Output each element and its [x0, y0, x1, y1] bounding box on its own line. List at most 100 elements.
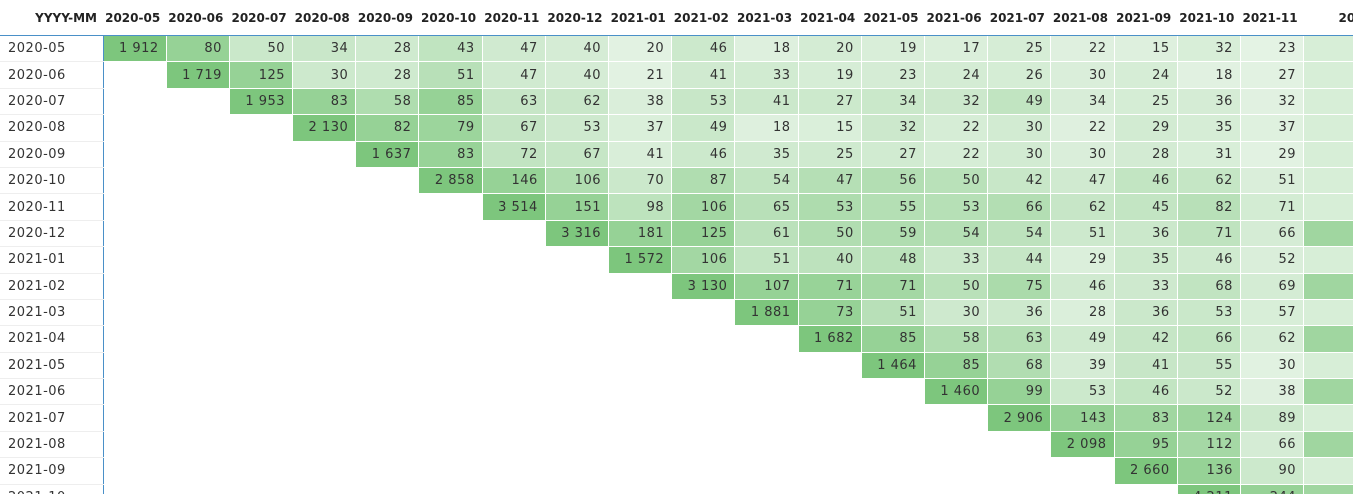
cut-cell	[1303, 457, 1353, 485]
empty-cell	[166, 193, 230, 221]
table-row: 2021-03 1 881 73 51 30 36 28 36 53 57	[0, 299, 1353, 327]
cut-cell	[1303, 88, 1353, 116]
empty-cell	[166, 220, 230, 248]
value-cell: 2 660	[1114, 457, 1178, 485]
empty-cell	[734, 484, 799, 494]
value-cell: 107	[734, 273, 799, 300]
value-cell: 41	[671, 61, 736, 89]
empty-cell	[229, 246, 294, 274]
value-cell: 146	[482, 167, 546, 195]
value-cell: 18	[734, 114, 799, 142]
value-cell: 45	[1114, 193, 1178, 221]
value-cell: 71	[798, 273, 862, 300]
value-cell: 1 637	[355, 141, 420, 168]
row-label: 2021-05	[0, 352, 104, 380]
value-cell: 41	[734, 88, 799, 116]
empty-cell	[229, 325, 294, 353]
value-cell: 15	[1114, 35, 1178, 63]
empty-cell	[166, 484, 230, 494]
value-cell: 46	[1177, 246, 1241, 274]
table-row: 2021-04 1 682 85 58 63 49 42 66 62	[0, 325, 1353, 353]
value-cell: 71	[1240, 193, 1305, 221]
empty-cell	[418, 404, 483, 432]
empty-cell	[418, 246, 483, 274]
cut-cell	[1303, 352, 1353, 380]
value-cell: 53	[1050, 378, 1115, 406]
empty-cell	[418, 431, 483, 459]
value-cell: 24	[1114, 61, 1178, 89]
value-cell: 46	[1114, 167, 1178, 195]
value-cell: 22	[1050, 35, 1115, 63]
empty-cell	[292, 273, 357, 300]
value-cell: 30	[292, 61, 357, 89]
value-cell: 90	[1240, 457, 1305, 485]
empty-cell	[292, 431, 357, 459]
empty-cell	[798, 457, 862, 485]
value-cell: 46	[1050, 273, 1115, 300]
value-cell: 25	[798, 141, 862, 168]
column-header: 2020-07	[229, 0, 293, 36]
cut-cell	[1303, 431, 1353, 459]
column-header: 2020-10	[418, 0, 483, 36]
empty-cell	[355, 193, 420, 221]
value-cell: 2 906	[987, 404, 1052, 432]
value-cell: 25	[987, 35, 1052, 63]
value-cell: 30	[1240, 352, 1305, 380]
empty-cell	[103, 457, 167, 485]
empty-cell	[418, 484, 483, 494]
empty-cell	[292, 299, 357, 327]
value-cell: 55	[1177, 352, 1241, 380]
table-row: 2021-07 2 906 143 83 124 89	[0, 404, 1353, 432]
row-label: 2020-06	[0, 61, 104, 89]
empty-cell	[103, 220, 167, 248]
empty-cell	[482, 404, 546, 432]
table-row: 2020-08 2 130 82 79 67 53 37 49 18 15 32 22 30 22 29 35…	[0, 114, 1353, 142]
empty-cell	[418, 378, 483, 406]
value-cell: 53	[545, 114, 610, 142]
value-cell: 33	[1114, 273, 1178, 300]
table-row: 2020-07 1 953 83 58 85 63 62 38 53 41 27 34 32 49 34 25…	[0, 88, 1353, 116]
value-cell: 73	[798, 299, 862, 327]
empty-cell	[229, 141, 294, 168]
value-cell: 28	[355, 61, 420, 89]
value-cell: 71	[1177, 220, 1241, 248]
value-cell: 40	[545, 61, 610, 89]
empty-cell	[166, 431, 230, 459]
empty-cell	[229, 457, 294, 485]
empty-cell	[355, 484, 420, 494]
value-cell: 66	[987, 193, 1052, 221]
row-label: 2020-10	[0, 167, 104, 195]
empty-cell	[418, 220, 483, 248]
empty-cell	[229, 378, 294, 406]
value-cell: 2 858	[418, 167, 483, 195]
value-cell: 49	[1050, 325, 1115, 353]
column-header: 2020-11	[482, 0, 546, 36]
value-cell: 58	[355, 88, 420, 116]
value-cell: 1 912	[103, 35, 167, 63]
value-cell: 36	[1114, 220, 1178, 248]
cut-cell	[1303, 378, 1353, 406]
value-cell: 181	[608, 220, 673, 248]
column-header: 2021-11	[1240, 0, 1304, 36]
value-cell: 30	[1050, 61, 1115, 89]
value-cell: 27	[798, 88, 862, 116]
value-cell: 49	[671, 114, 736, 142]
empty-cell	[166, 404, 230, 432]
table-row: 2020-12 3 316 181 125 61 50 59 54 54 51 36 71 66	[0, 220, 1353, 248]
value-cell: 54	[734, 167, 799, 195]
row-label: 2020-12	[0, 220, 104, 248]
empty-cell	[798, 431, 862, 459]
empty-cell	[545, 273, 610, 300]
empty-cell	[292, 193, 357, 221]
value-cell: 71	[861, 273, 925, 300]
empty-cell	[103, 299, 167, 327]
corner-header: YYYY-MM	[0, 0, 103, 36]
table-row: 2021-06 1 460 99 53 46 52 38	[0, 378, 1353, 406]
empty-cell	[418, 325, 483, 353]
table-row: 2021-01 1 572 106 51 40 48 33 44 29 35 46 52	[0, 246, 1353, 274]
value-cell: 42	[987, 167, 1052, 195]
empty-cell	[103, 88, 167, 116]
empty-cell	[166, 167, 230, 195]
empty-cell	[482, 378, 546, 406]
value-cell: 69	[1240, 273, 1305, 300]
